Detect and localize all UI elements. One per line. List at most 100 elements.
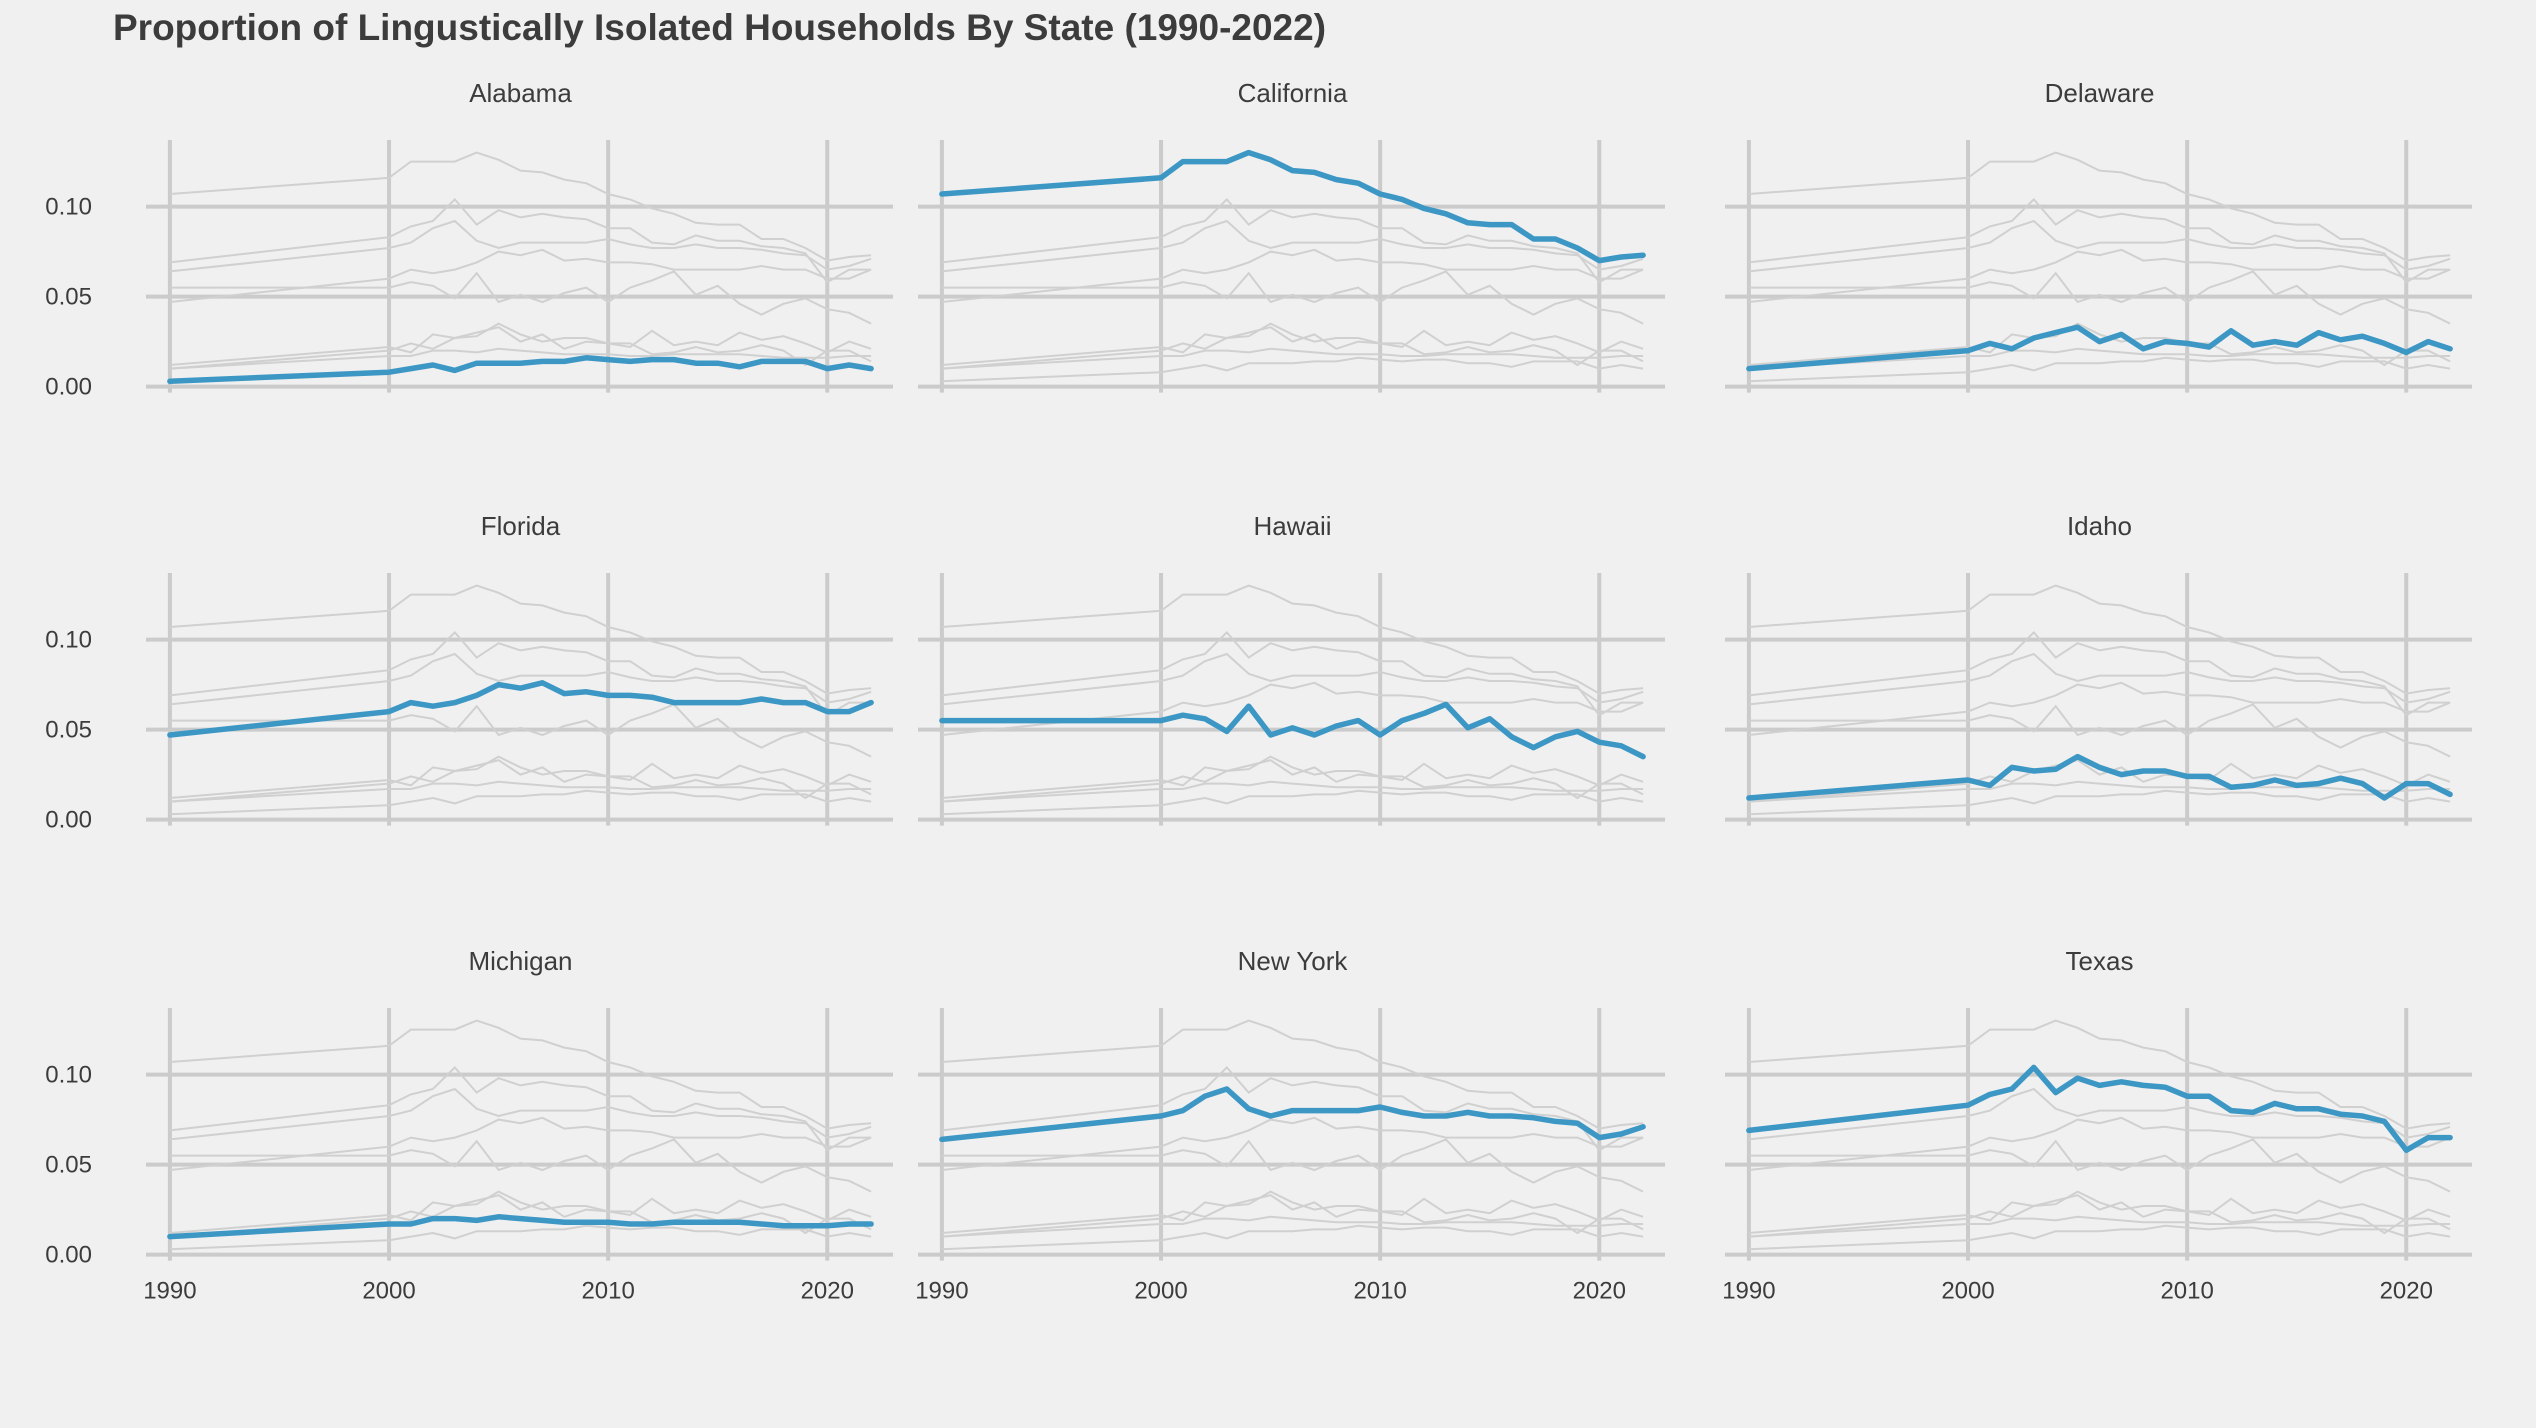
highlight-line-florida (167, 680, 874, 738)
background-line-florida (1748, 248, 2451, 303)
facet-title-florida: Florida (481, 511, 561, 541)
background-line-delaware (941, 326, 1644, 370)
background-line-hawaii (169, 1138, 872, 1193)
background-line-hawaii (1748, 1138, 2451, 1193)
y-tick-label: 0.05 (45, 284, 92, 311)
background-line-idaho (941, 1190, 1644, 1235)
background-line-california (169, 584, 872, 695)
background-line-new-york (169, 1087, 872, 1141)
background-line-texas (941, 630, 1644, 717)
background-line-idaho (169, 322, 872, 367)
facet-delaware: Delaware (1725, 78, 2472, 393)
highlight-line-texas (1746, 1064, 2453, 1153)
background-line-texas (941, 197, 1644, 284)
facet-panels: Alabama 0.00 0.05 0.10 California Delaware Flo… (45, 78, 2472, 1305)
x-tick-label: 1990 (1722, 1278, 1775, 1305)
x-tick-label: 2010 (1353, 1278, 1406, 1305)
background-line-idaho (1748, 1190, 2451, 1235)
facet-title-texas: Texas (2066, 946, 2134, 976)
x-tick-label: 2000 (1941, 1278, 1994, 1305)
x-tick-label: 2020 (2380, 1278, 2433, 1305)
background-line-hawaii (1748, 703, 2451, 758)
facet-new-york: New York 1990 2000 2010 2020 (915, 946, 1665, 1305)
background-line-alabama (1748, 1224, 2451, 1251)
facet-idaho: Idaho (1725, 511, 2472, 826)
background-line-new-york (1748, 1087, 2451, 1141)
highlight-line-california (939, 149, 1646, 264)
background-line-new-york (169, 219, 872, 273)
background-line-michigan (1748, 347, 2451, 370)
highlight-line-new-york (939, 1086, 1646, 1143)
background-line-new-york (1748, 219, 2451, 273)
background-line-alabama (941, 789, 1644, 816)
y-tick-label: 0.10 (45, 194, 92, 221)
background-line-texas (941, 1065, 1644, 1152)
highlight-line-hawaii (939, 701, 1646, 760)
background-line-california (169, 1019, 872, 1130)
background-line-delaware (941, 1194, 1644, 1238)
background-line-california (941, 584, 1644, 695)
facet-title-alabama: Alabama (469, 78, 572, 108)
background-line-michigan (941, 780, 1644, 803)
background-line-hawaii (941, 1138, 1644, 1193)
y-tick-label: 0.00 (45, 1242, 92, 1269)
background-line-alabama (941, 1224, 1644, 1251)
background-line-delaware (169, 1194, 872, 1238)
background-line-delaware (941, 759, 1644, 803)
background-line-michigan (941, 1215, 1644, 1238)
facet-california: California (918, 78, 1665, 393)
background-line-florida (1748, 1116, 2451, 1171)
y-tick-label: 0.10 (45, 627, 92, 654)
background-line-alabama (169, 789, 872, 816)
background-line-delaware (169, 759, 872, 803)
highlight-line-michigan (167, 1214, 874, 1240)
background-line-alabama (1748, 356, 2451, 383)
facet-florida: Florida 0.00 0.05 0.10 (45, 511, 893, 834)
y-tick-label: 0.05 (45, 1152, 92, 1179)
background-line-idaho (169, 755, 872, 800)
background-line-texas (1748, 630, 2451, 717)
facet-title-new-york: New York (1238, 946, 1349, 976)
background-line-hawaii (1748, 270, 2451, 325)
background-line-florida (941, 1116, 1644, 1171)
highlight-line-idaho (1746, 753, 2453, 801)
x-tick-label: 2020 (1573, 1278, 1626, 1305)
background-line-hawaii (169, 270, 872, 325)
facet-title-hawaii: Hawaii (1253, 511, 1331, 541)
background-line-michigan (1748, 1215, 2451, 1238)
background-line-new-york (169, 652, 872, 706)
background-line-delaware (1748, 1194, 2451, 1238)
background-line-texas (169, 630, 872, 717)
facet-hawaii: Hawaii (918, 511, 1665, 826)
facet-title-california: California (1238, 78, 1348, 108)
background-line-alabama (169, 1224, 872, 1251)
background-line-texas (169, 1065, 872, 1152)
facet-title-michigan: Michigan (468, 946, 572, 976)
background-line-idaho (941, 755, 1644, 800)
highlight-line-alabama (167, 355, 874, 384)
background-line-california (1748, 584, 2451, 695)
x-tick-label: 2000 (362, 1278, 415, 1305)
facet-title-idaho: Idaho (2067, 511, 2132, 541)
background-line-california (1748, 151, 2451, 262)
background-line-new-york (941, 652, 1644, 706)
background-line-idaho (169, 1190, 872, 1235)
background-line-florida (169, 1116, 872, 1171)
facet-texas: Texas 1990 2000 2010 2020 (1722, 946, 2472, 1305)
background-line-new-york (941, 219, 1644, 273)
y-tick-label: 0.10 (45, 1062, 92, 1089)
background-line-idaho (941, 322, 1644, 367)
background-line-florida (941, 681, 1644, 736)
x-tick-label: 2010 (581, 1278, 634, 1305)
y-tick-label: 0.00 (45, 374, 92, 401)
background-line-michigan (941, 347, 1644, 370)
background-line-california (941, 1019, 1644, 1130)
background-line-michigan (169, 780, 872, 803)
y-tick-label: 0.05 (45, 717, 92, 744)
background-line-new-york (1748, 652, 2451, 706)
background-line-alabama (941, 356, 1644, 383)
background-line-california (169, 151, 872, 262)
x-tick-label: 2020 (801, 1278, 854, 1305)
